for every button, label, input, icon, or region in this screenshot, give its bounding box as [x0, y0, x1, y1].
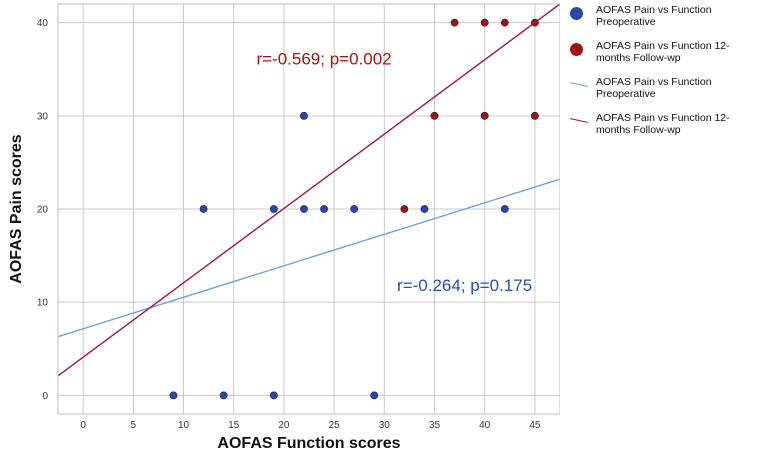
point-preop — [199, 205, 208, 213]
fit-line-followup — [57, 3, 560, 377]
x-tick-label: 30 — [379, 420, 391, 431]
point-followup — [430, 111, 439, 120]
annotation-preoperative: r=-0.264; p=0.175 — [397, 276, 532, 295]
legend-label: AOFAS Pain vs Function 12-months Follow-… — [596, 112, 730, 136]
point-preop — [300, 111, 308, 120]
y-tick-label: 0 — [42, 391, 48, 402]
fit-lines — [57, 3, 560, 377]
point-followup — [480, 18, 489, 27]
point-followup — [480, 111, 489, 120]
point-followup — [531, 111, 539, 120]
x-tick-label: 20 — [278, 420, 290, 431]
x-tick-label: 25 — [329, 420, 341, 431]
legend-item-preop-points: AOFAS Pain vs Function Preoperative — [566, 4, 762, 28]
plot-frame — [57, 3, 560, 415]
point-followup — [450, 18, 459, 27]
x-tick-label: 0 — [80, 420, 86, 431]
y-tick-label: 30 — [37, 111, 49, 122]
point-followup — [531, 18, 539, 27]
x-tick-label: 40 — [479, 420, 491, 431]
x-tick-label: 35 — [429, 420, 441, 431]
legend-line-preop — [570, 82, 588, 87]
point-preop — [300, 205, 308, 213]
x-tick-label: 10 — [178, 420, 190, 431]
legend-item-followup-fit: AOFAS Pain vs Function 12-months Follow-… — [566, 112, 762, 136]
annotation-followup: r=-0.569; p=0.002 — [256, 50, 391, 69]
y-axis-label: AOFAS Pain scores — [8, 134, 25, 283]
y-axis-ticks: 0 10 20 30 40 — [37, 18, 49, 402]
y-tick-label: 20 — [37, 205, 49, 216]
legend-item-followup-points: AOFAS Pain vs Function 12-months Follow-… — [566, 40, 762, 64]
point-preop — [420, 205, 429, 213]
y-tick-label: 10 — [37, 298, 49, 309]
legend-marker-followup — [570, 43, 583, 56]
legend-label: AOFAS Pain vs Function 12-months Follow-… — [596, 40, 730, 64]
point-preop — [169, 391, 178, 400]
legend-item-preop-fit: AOFAS Pain vs Function Preoperative — [566, 76, 762, 100]
legend-marker-preop — [570, 7, 583, 20]
x-axis-ticks: 0 5 10 15 20 25 30 35 40 45 — [80, 420, 541, 431]
point-preop — [269, 205, 278, 213]
legend: AOFAS Pain vs Function Preoperative AOFA… — [566, 4, 762, 148]
point-preop — [500, 205, 509, 213]
x-tick-label: 45 — [529, 420, 541, 431]
point-preop — [320, 205, 328, 213]
point-followup — [500, 18, 509, 27]
x-tick-label: 5 — [131, 420, 137, 431]
point-followup — [400, 205, 409, 213]
point-preop — [350, 205, 359, 213]
point-preop — [219, 391, 228, 400]
y-tick-label: 40 — [37, 18, 49, 29]
fit-line-preop — [57, 178, 560, 338]
x-axis-label: AOFAS Function scores — [217, 435, 400, 452]
point-preop — [269, 391, 278, 400]
x-tick-label: 15 — [228, 420, 240, 431]
scatter-chart: 0 5 10 15 20 25 30 35 40 45 0 10 20 30 40 r=-0.569; p… — [8, 3, 560, 452]
legend-label: AOFAS Pain vs Function Preoperative — [596, 76, 712, 100]
legend-label: AOFAS Pain vs Function Preoperative — [596, 4, 712, 28]
data-points — [169, 18, 539, 400]
point-preop — [370, 391, 379, 400]
legend-line-followup — [570, 118, 588, 123]
